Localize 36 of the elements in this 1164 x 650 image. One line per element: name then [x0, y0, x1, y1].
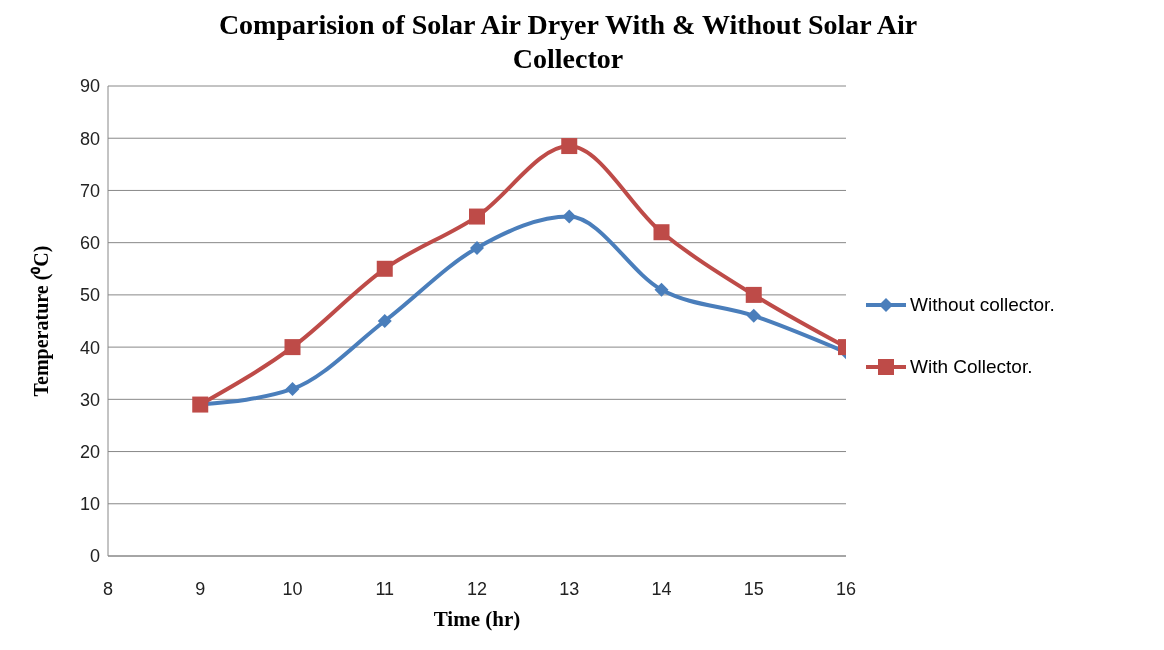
y-tick-label: 70 — [79, 180, 100, 201]
point — [562, 209, 577, 224]
x-axis-title: Time (hr) — [433, 607, 521, 631]
y-tick-label: 0 — [89, 546, 100, 567]
x-tick-label: 12 — [466, 578, 488, 599]
y-tick-label: 60 — [79, 233, 100, 254]
y-tick-label: 30 — [79, 389, 100, 410]
x-tick-label: 16 — [835, 578, 857, 599]
point — [653, 224, 670, 241]
x-tick-label: 10 — [282, 578, 303, 599]
y-tick-label: 10 — [79, 494, 100, 515]
legend-label: With Collector. — [910, 356, 1033, 378]
point — [745, 286, 762, 303]
y-tick-label: 90 — [79, 76, 100, 97]
point — [284, 339, 301, 356]
point — [654, 282, 669, 297]
point — [469, 208, 485, 225]
point — [746, 308, 761, 323]
x-tick-label: 15 — [743, 578, 764, 599]
x-tick-label: 8 — [102, 578, 114, 599]
point — [285, 381, 300, 396]
y-tick-label: 80 — [79, 128, 100, 149]
x-tick-label: 9 — [195, 578, 206, 599]
point — [377, 314, 392, 328]
chart-title: Comparision of Solar Air Dryer With & Without Solar Air Collector — [217, 8, 919, 76]
y-tick-label: 20 — [79, 441, 100, 462]
point — [376, 260, 393, 277]
y-axis-title: Temperature (⁰C) — [30, 245, 53, 397]
point — [561, 138, 578, 155]
y-tick-label: 50 — [79, 285, 100, 306]
legend-label: Without collector. — [910, 294, 1055, 316]
x-tick-label: 14 — [651, 578, 672, 599]
point — [470, 240, 484, 255]
y-tick-label: 40 — [79, 337, 100, 358]
x-tick-label: 11 — [375, 578, 395, 599]
x-tick-label: 13 — [559, 578, 580, 599]
